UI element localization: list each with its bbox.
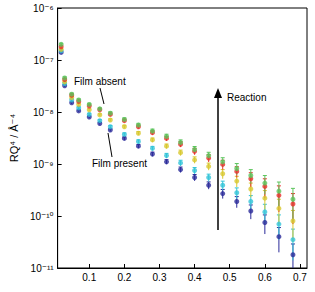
svg-text:Reaction: Reaction — [227, 92, 266, 103]
svg-text:10⁻⁷: 10⁻⁷ — [34, 55, 54, 66]
svg-text:RQ⁴ / Å⁻⁴: RQ⁴ / Å⁻⁴ — [8, 114, 20, 163]
svg-text:0.4: 0.4 — [188, 272, 202, 283]
svg-text:0.6: 0.6 — [258, 272, 272, 283]
svg-text:10⁻⁶: 10⁻⁶ — [33, 3, 54, 14]
svg-text:0.7: 0.7 — [293, 272, 307, 283]
svg-text:10⁻⁸: 10⁻⁸ — [33, 107, 54, 118]
svg-text:0.3: 0.3 — [153, 272, 167, 283]
svg-text:0.2: 0.2 — [117, 272, 131, 283]
svg-text:10⁻⁹: 10⁻⁹ — [33, 159, 54, 170]
svg-text:0.1: 0.1 — [82, 272, 96, 283]
svg-text:10⁻¹¹: 10⁻¹¹ — [31, 263, 55, 274]
svg-text:Film present: Film present — [92, 158, 147, 169]
svg-text:10⁻¹⁰: 10⁻¹⁰ — [30, 211, 54, 222]
svg-text:Film absent: Film absent — [74, 76, 126, 87]
svg-text:0.5: 0.5 — [223, 272, 237, 283]
